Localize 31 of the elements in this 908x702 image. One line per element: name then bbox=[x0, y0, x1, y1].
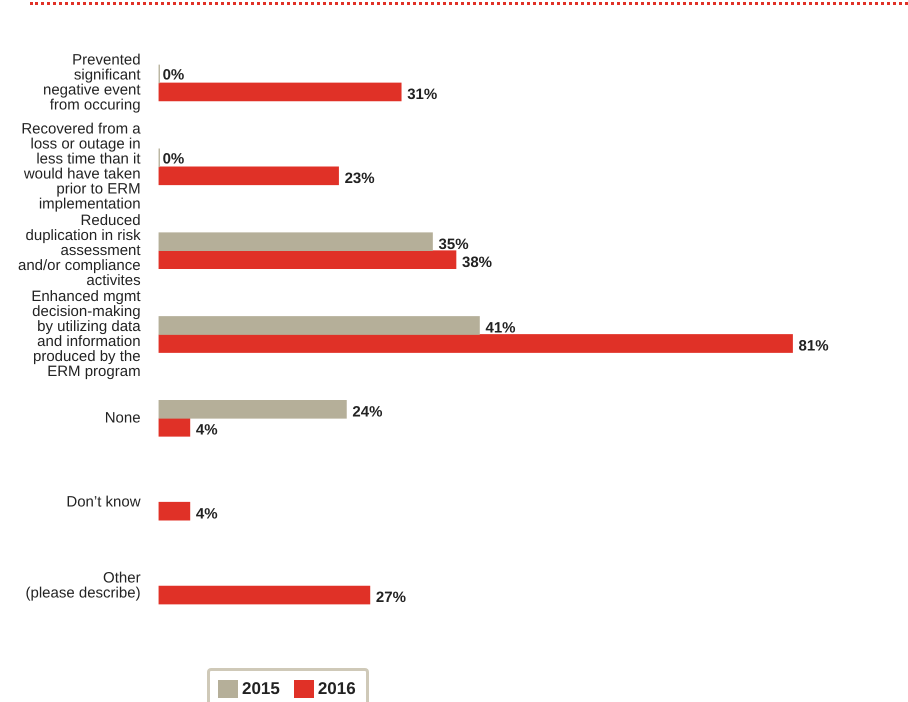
legend-label: 2016 bbox=[318, 679, 356, 699]
data-label: 4% bbox=[196, 505, 218, 522]
y-tick-label: Recovered from a loss or outage in less time than it would have taken prior to ERM implementation bbox=[21, 120, 142, 212]
data-label: 23% bbox=[344, 170, 375, 187]
bar bbox=[158, 316, 480, 335]
y-tick-label: Enhanced mgmt decision-making by utilizing data and information produced by the ERM program bbox=[31, 288, 142, 380]
y-tick-label: Don’t know bbox=[66, 493, 141, 510]
bar bbox=[158, 250, 456, 269]
bar bbox=[158, 418, 190, 437]
y-tick-label: Other (please describe) bbox=[26, 570, 141, 602]
data-label: 0% bbox=[162, 150, 184, 168]
bar bbox=[158, 502, 190, 521]
data-label: 35% bbox=[438, 236, 469, 253]
bar bbox=[158, 232, 433, 251]
data-label: 4% bbox=[196, 422, 218, 438]
data-label: 27% bbox=[376, 589, 406, 606]
y-tick-label: Prevented significant negative event from occuring bbox=[42, 52, 142, 114]
bar bbox=[158, 334, 793, 353]
data-label: 31% bbox=[407, 86, 438, 104]
data-label: 0% bbox=[162, 66, 184, 84]
bar bbox=[158, 586, 370, 604]
data-label: 38% bbox=[462, 254, 492, 271]
legend-label: 2015 bbox=[242, 679, 280, 699]
bar bbox=[158, 82, 402, 102]
data-label: 41% bbox=[485, 320, 516, 337]
y-tick-label: Reduced duplication in risk assessment and/or compliance activites bbox=[18, 212, 142, 289]
bar bbox=[158, 400, 347, 419]
y-tick-label: None bbox=[104, 410, 141, 426]
data-label: 81% bbox=[798, 338, 829, 355]
bar bbox=[158, 166, 339, 186]
data-label: 24% bbox=[352, 404, 382, 420]
